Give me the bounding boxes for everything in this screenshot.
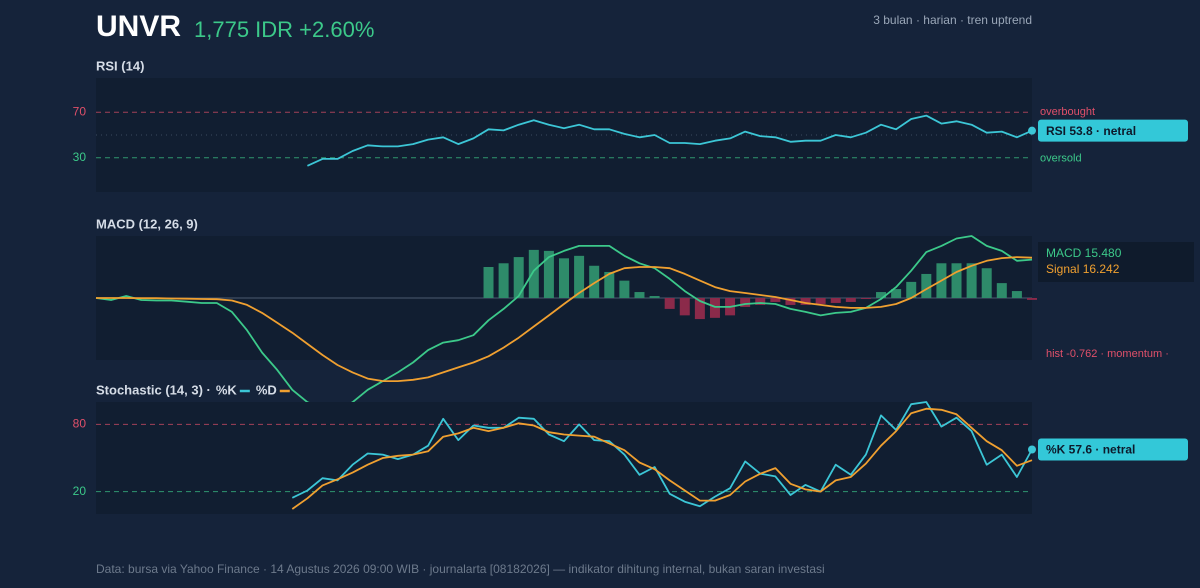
badge (1038, 119, 1188, 142)
annotation: overbought (1040, 106, 1095, 118)
histogram-bar (845, 298, 856, 302)
panel-title: Stochastic (14, 3) · (96, 382, 211, 397)
histogram-bar (891, 289, 902, 298)
histogram-bar (951, 263, 962, 298)
histogram-bar (649, 296, 660, 298)
histogram-bar (528, 249, 539, 298)
line (95, 235, 1033, 411)
y-tick-label: 30 (73, 150, 87, 164)
histogram-bar (981, 268, 992, 298)
histogram-bar (966, 263, 977, 298)
end-dot (1028, 445, 1036, 454)
footer: Data: bursa via Yahoo Finance · 14 Agust… (96, 562, 825, 576)
histogram-bar (755, 298, 766, 305)
histogram-bar (483, 267, 494, 298)
y-tick-label: 20 (73, 484, 87, 498)
legend-label: Signal 16.242 (1046, 262, 1120, 276)
meta: 3 bulan · harian · tren uptrend (873, 13, 1032, 27)
legend-label: %D (256, 382, 277, 397)
histogram-bar (876, 292, 887, 298)
panel (96, 402, 1032, 514)
line (307, 114, 1033, 167)
badge (1038, 438, 1188, 461)
histogram-bar (740, 298, 751, 307)
annotation: oversold (1040, 153, 1082, 165)
y-tick-label: 80 (73, 417, 87, 431)
histogram-bar (619, 280, 630, 298)
y-tick-label: 70 (73, 104, 87, 118)
histogram-bar (921, 273, 932, 298)
histogram-bar (815, 298, 826, 304)
histogram-bar (800, 298, 811, 305)
end-dot (1028, 126, 1036, 135)
histogram-bar (1027, 298, 1037, 300)
histogram-bar (679, 298, 690, 316)
histogram-bar (589, 265, 600, 298)
line (291, 401, 1033, 508)
histogram-bar (604, 271, 615, 298)
ticker: UNVR (96, 10, 181, 43)
panel-title: RSI (14) (96, 58, 144, 73)
histogram-bar (543, 250, 554, 298)
legend-label: %K (216, 382, 238, 397)
histogram-bar (830, 298, 841, 303)
line (96, 256, 1033, 382)
histogram-bar (785, 298, 796, 305)
histogram-bar (1011, 291, 1022, 298)
histogram-bar (634, 292, 645, 298)
legend-label: hist -0.762 · momentum · (1046, 348, 1169, 360)
line (291, 407, 1033, 510)
histogram-bar (860, 298, 871, 299)
badge-label: %K 57.6 · netral (1046, 443, 1135, 457)
histogram-bar (664, 298, 675, 309)
histogram-bar (709, 298, 720, 318)
histogram-bar (906, 281, 917, 298)
badge-label: RSI 53.8 · netral (1046, 124, 1136, 138)
legend-label: MACD 15.480 (1046, 246, 1122, 260)
histogram-bar (513, 257, 524, 298)
panel-title: MACD (12, 26, 9) (96, 216, 198, 231)
quote: 1,775 IDR +2.60% (194, 17, 374, 42)
legend-box (1038, 242, 1194, 282)
histogram-bar (559, 258, 569, 298)
histogram-bar (694, 298, 705, 320)
histogram-bar (498, 263, 509, 298)
histogram-bar (996, 283, 1007, 298)
histogram-bar (574, 255, 585, 298)
histogram-bar (770, 298, 781, 302)
